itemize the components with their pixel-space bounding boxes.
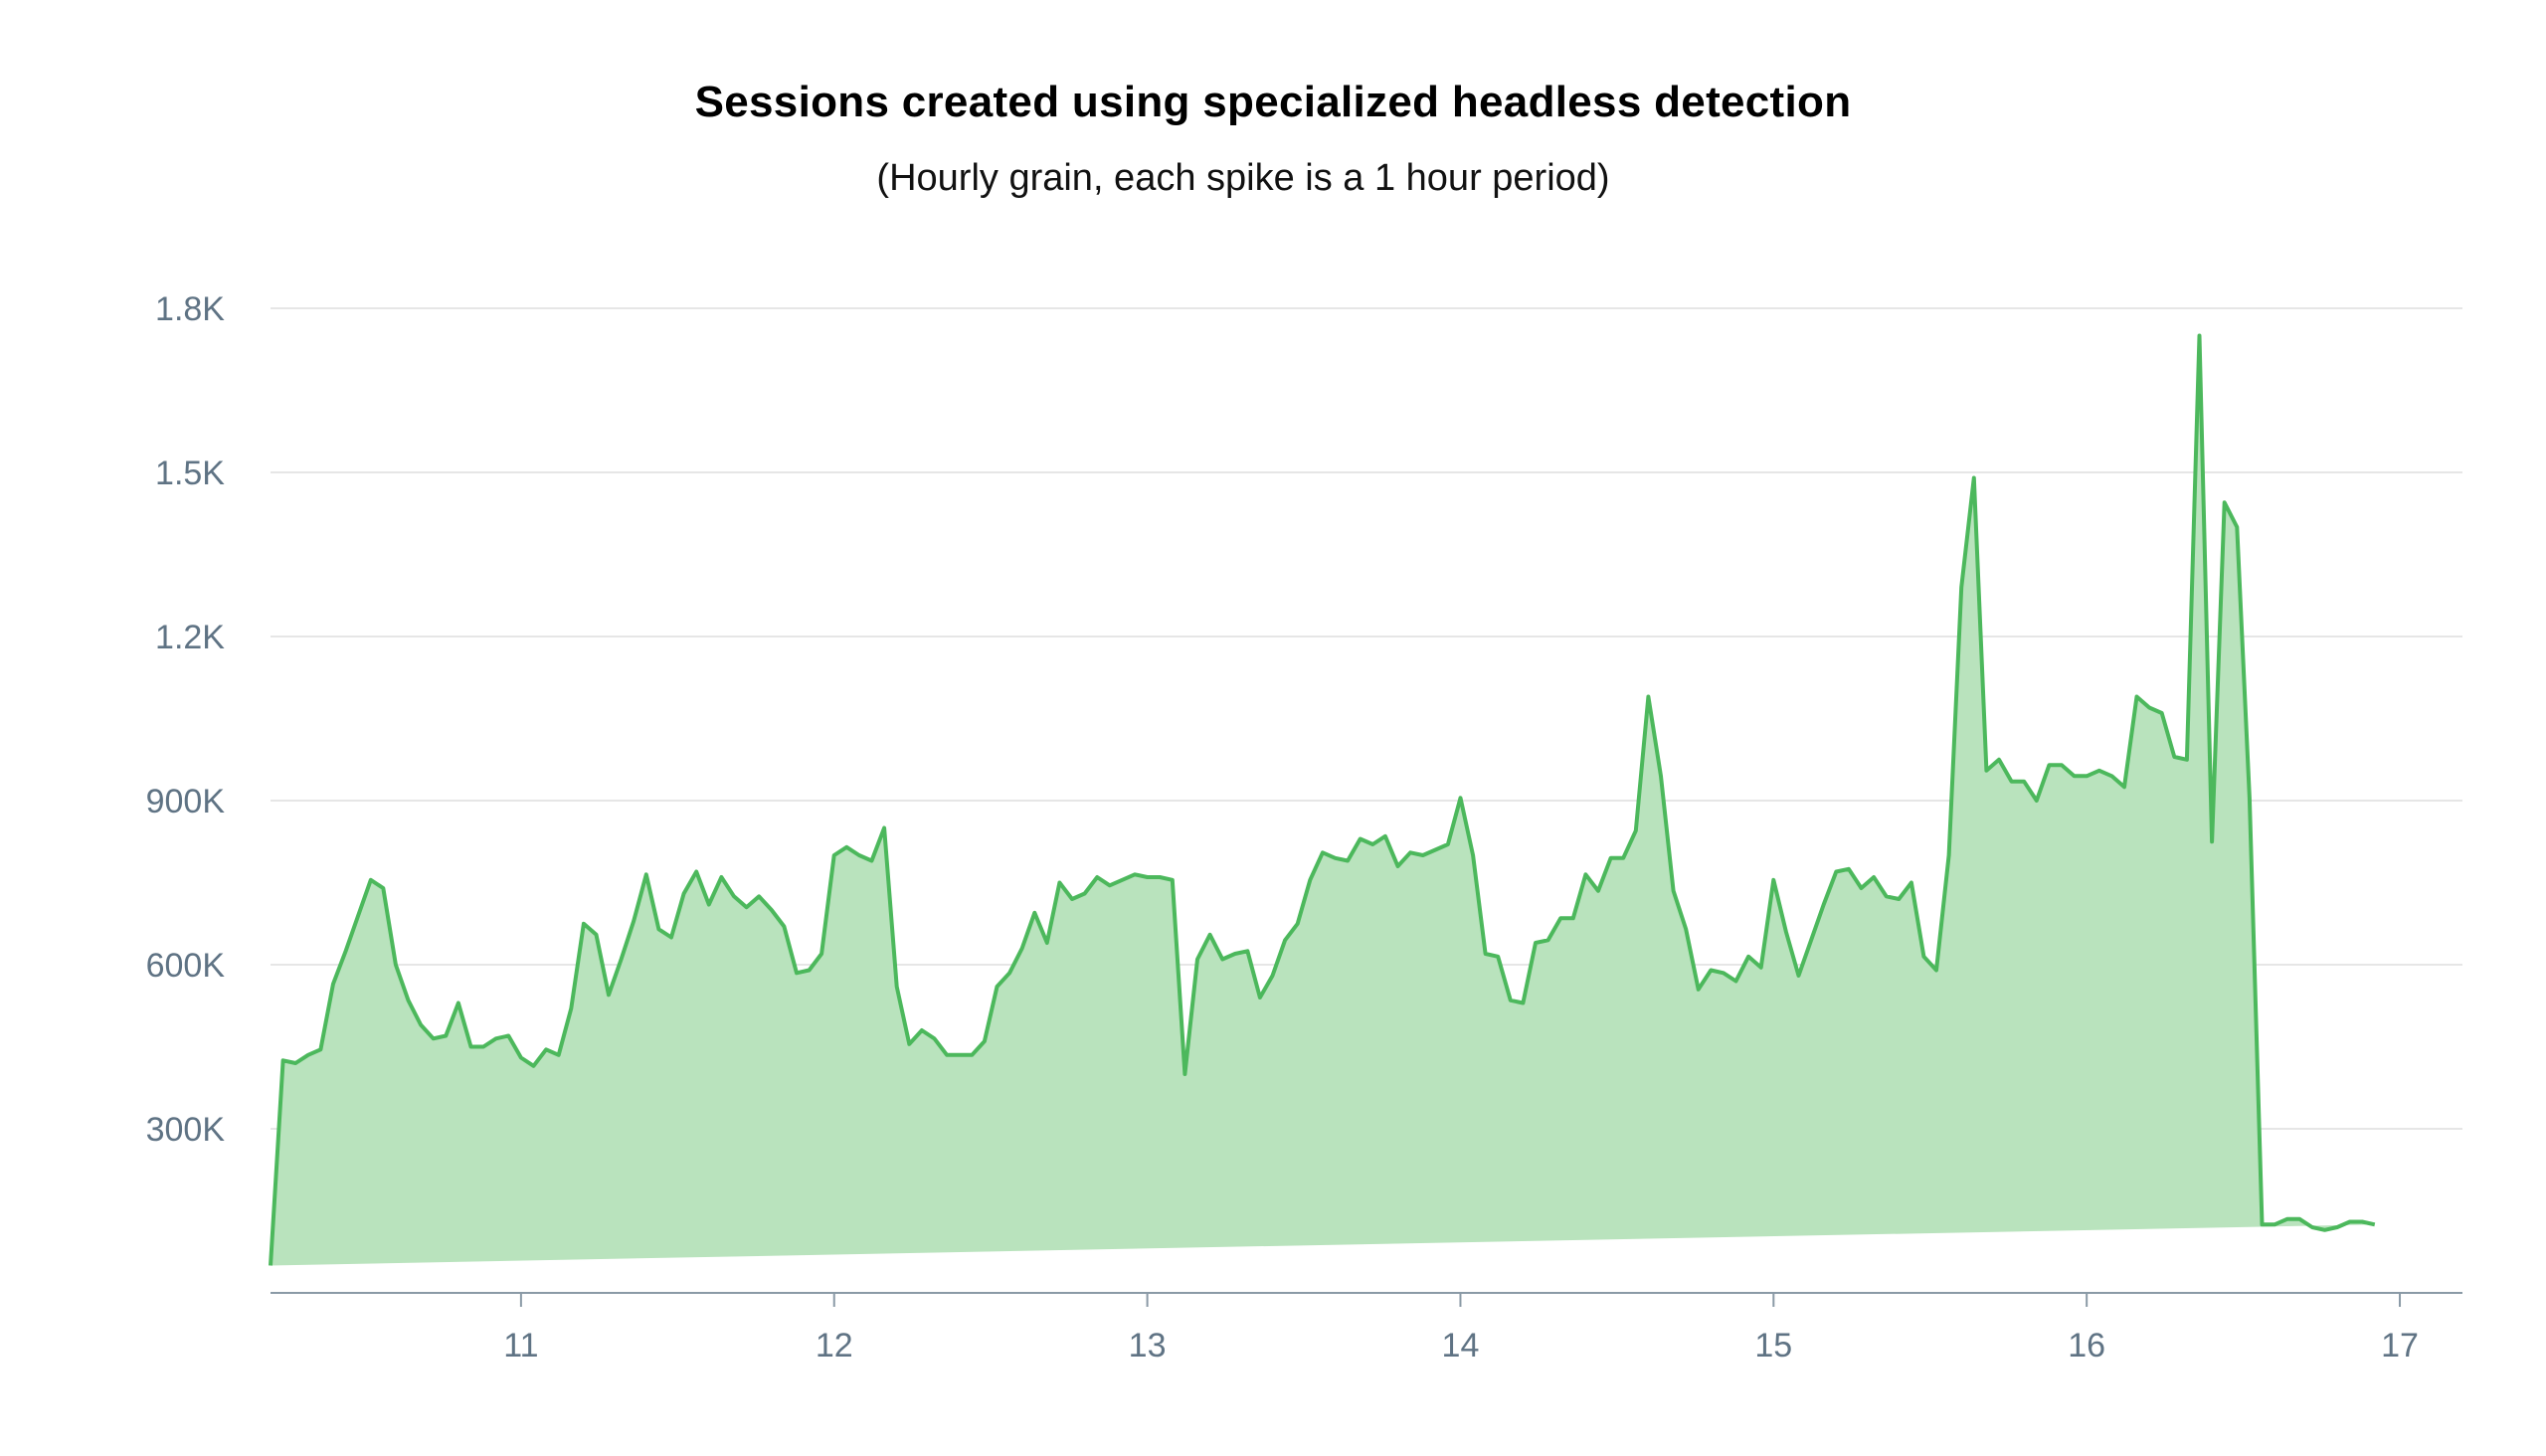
x-tick-label: 13 <box>1129 1327 1167 1365</box>
y-tick-label: 600K <box>146 947 226 985</box>
y-tick-label: 900K <box>146 783 226 820</box>
y-axis-ticks: 300K 600K 900K 1.2K 1.5K 1.8K <box>146 290 226 1149</box>
x-tick-label: 15 <box>1754 1327 1792 1365</box>
y-tick-label: 300K <box>146 1111 226 1149</box>
y-tick-label: 1.2K <box>155 619 225 656</box>
x-tick-label: 17 <box>2381 1327 2419 1365</box>
x-tick-label: 14 <box>1442 1327 1480 1365</box>
x-axis-ticks: 11 12 13 14 15 16 17 <box>503 1293 2419 1365</box>
x-tick-label: 11 <box>503 1327 538 1365</box>
y-tick-label: 1.8K <box>155 290 225 328</box>
x-tick-label: 12 <box>816 1327 853 1365</box>
series-area-fill <box>271 335 2375 1266</box>
series-line <box>269 333 2376 1266</box>
x-tick-label: 16 <box>2068 1327 2105 1365</box>
chart-title: Sessions created using specialized headl… <box>694 78 1852 126</box>
y-tick-label: 1.5K <box>155 455 225 492</box>
chart-subtitle: (Hourly grain, each spike is a 1 hour pe… <box>876 157 1610 199</box>
